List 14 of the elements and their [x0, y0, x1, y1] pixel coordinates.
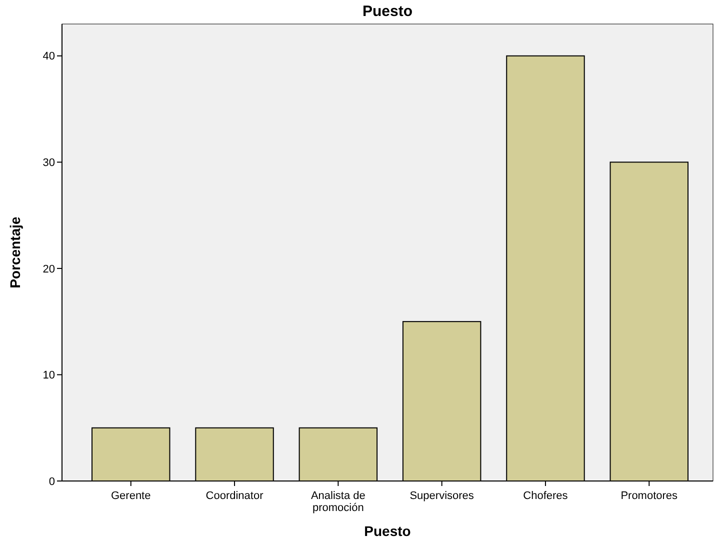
x-tick-label: Supervisores: [410, 490, 474, 502]
x-tick-label: Choferes: [523, 490, 568, 502]
y-tick-label: 0: [48, 476, 55, 488]
chart-title: Puesto: [362, 3, 413, 20]
x-tick-label: Gerente: [110, 490, 151, 502]
x-tick-label: Coordinator: [206, 490, 264, 502]
y-tick-label: 10: [42, 370, 55, 382]
y-tick-label: 20: [42, 263, 55, 276]
y-tick-label: 30: [42, 157, 55, 170]
x-axis-title: Puesto: [364, 523, 411, 539]
x-tick-label: Analista de promoción: [310, 490, 366, 514]
y-axis-title: Porcentaje: [7, 216, 23, 288]
x-tick-label: Promotores: [620, 490, 678, 502]
y-tick-label: 40: [42, 50, 55, 63]
